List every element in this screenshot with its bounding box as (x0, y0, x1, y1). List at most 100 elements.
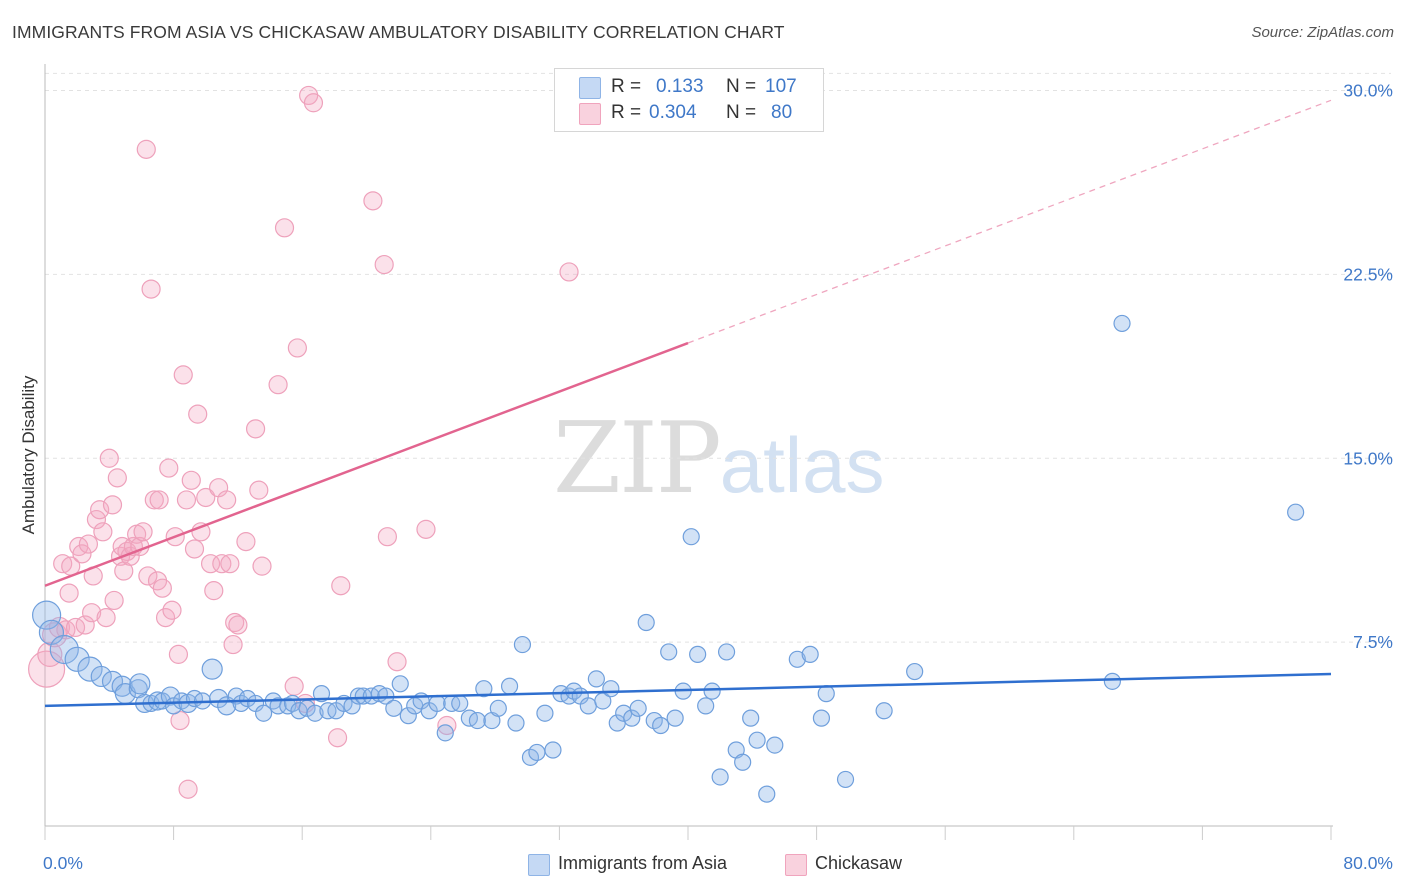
chickasaw-point (82, 603, 102, 623)
asia-point (209, 688, 229, 709)
chickasaw-point (72, 544, 92, 564)
asia-point (906, 662, 924, 681)
asia-point (513, 635, 532, 654)
asia-point (279, 697, 297, 715)
chickasaw-point (144, 490, 164, 510)
asia-point (652, 716, 670, 735)
chickasaw-point (168, 644, 189, 664)
chickasaw-point (136, 139, 156, 159)
asia-point (544, 741, 562, 759)
asia-point (623, 709, 641, 727)
asia-point (758, 785, 776, 803)
asia-point (428, 694, 446, 713)
chickasaw-point (188, 404, 208, 424)
r-value: 0.304 (649, 102, 697, 123)
chickasaw-point (104, 590, 124, 611)
chickasaw-point (138, 566, 158, 586)
watermark-atlas: atlas (719, 421, 885, 509)
chickasaw-point (59, 583, 79, 603)
source-credit: Source: ZipAtlas.com (1251, 24, 1394, 41)
x-tick-label-max: 80.0% (1343, 853, 1393, 873)
chickasaw-point (149, 490, 169, 510)
asia-point (1113, 314, 1131, 333)
chickasaw-point (90, 500, 110, 520)
chickasaw-point (249, 480, 269, 500)
chickasaw-point (181, 470, 201, 490)
asia-point (717, 643, 736, 661)
asia-point (160, 686, 180, 706)
watermark: ZIPatlas (553, 402, 885, 516)
asia-point (32, 600, 62, 630)
chickasaw-point (363, 191, 383, 211)
asia-point (801, 645, 819, 663)
chickasaw-point (196, 487, 216, 508)
y-tick-label: 30.0% (1343, 81, 1393, 101)
n-label: N = (726, 76, 757, 97)
chickasaw-point (268, 375, 288, 395)
chickasaw-point (377, 527, 397, 547)
asia-point (391, 675, 409, 693)
chickasaw-point (252, 556, 272, 576)
asia-point (385, 699, 403, 717)
chickasaw-point (284, 676, 304, 696)
chickasaw-point (225, 612, 245, 633)
legend-label-chickasaw: Chickasaw (815, 853, 903, 873)
asia-point (269, 697, 287, 715)
asia-point (766, 736, 784, 754)
chickasaw-point (53, 554, 73, 574)
chickasaw-point (176, 490, 197, 510)
asia-point (836, 770, 855, 789)
asia-point (629, 699, 647, 717)
asia-point (64, 646, 90, 672)
chickasaw-point (204, 581, 224, 601)
stats-legend: R = 0.133 N = 107 R = 0.304 N = 80 (554, 68, 824, 132)
chickasaw-point (96, 608, 116, 628)
chickasaw-point (223, 634, 243, 655)
asia-point (817, 685, 835, 703)
asia-point (536, 704, 554, 722)
asia-point (129, 673, 151, 695)
asia-point (500, 677, 519, 695)
chickasaw-point (133, 522, 153, 542)
chickasaw-point (93, 522, 113, 542)
asia-point (255, 704, 273, 722)
chickasaw-point (245, 419, 266, 439)
asia-point (1287, 503, 1305, 521)
asia-point (238, 689, 257, 708)
chickasaw-point (274, 218, 295, 238)
chickasaw-point (327, 728, 348, 748)
chickasaw-trend-line (44, 341, 689, 587)
chickasaw-point (217, 490, 237, 510)
y-tick-label: 15.0% (1343, 448, 1393, 468)
asia-point (77, 656, 103, 682)
r-value: 0.133 (656, 76, 704, 97)
chickasaw-point (184, 539, 205, 559)
chickasaw-point (162, 600, 182, 620)
chickasaw-point (559, 262, 579, 282)
chickasaw-point (107, 468, 127, 488)
chickasaw-point (102, 495, 123, 515)
asia-point (507, 714, 525, 732)
asia-point (101, 670, 124, 692)
r-label: R = (611, 102, 642, 123)
chickasaw-point (155, 608, 176, 628)
chickasaw-swatch (579, 103, 601, 125)
chickasaw-point (48, 616, 71, 639)
asia-point (528, 743, 546, 762)
asia-point (1103, 672, 1121, 690)
chickasaw-point (78, 534, 99, 554)
y-tick-label: 7.5% (1353, 632, 1393, 652)
asia-point (602, 680, 620, 698)
asia-point (399, 707, 417, 725)
chickasaw-point (220, 554, 240, 574)
asia-point (451, 694, 469, 713)
asia-point (468, 711, 487, 730)
asia-point (475, 680, 493, 698)
legend-label-asia: Immigrants from Asia (558, 853, 728, 873)
asia-point (748, 731, 766, 749)
chickasaw-point (331, 576, 351, 596)
chickasaw-point (200, 554, 221, 574)
n-label: N = (726, 102, 757, 123)
asia-point (349, 687, 368, 705)
